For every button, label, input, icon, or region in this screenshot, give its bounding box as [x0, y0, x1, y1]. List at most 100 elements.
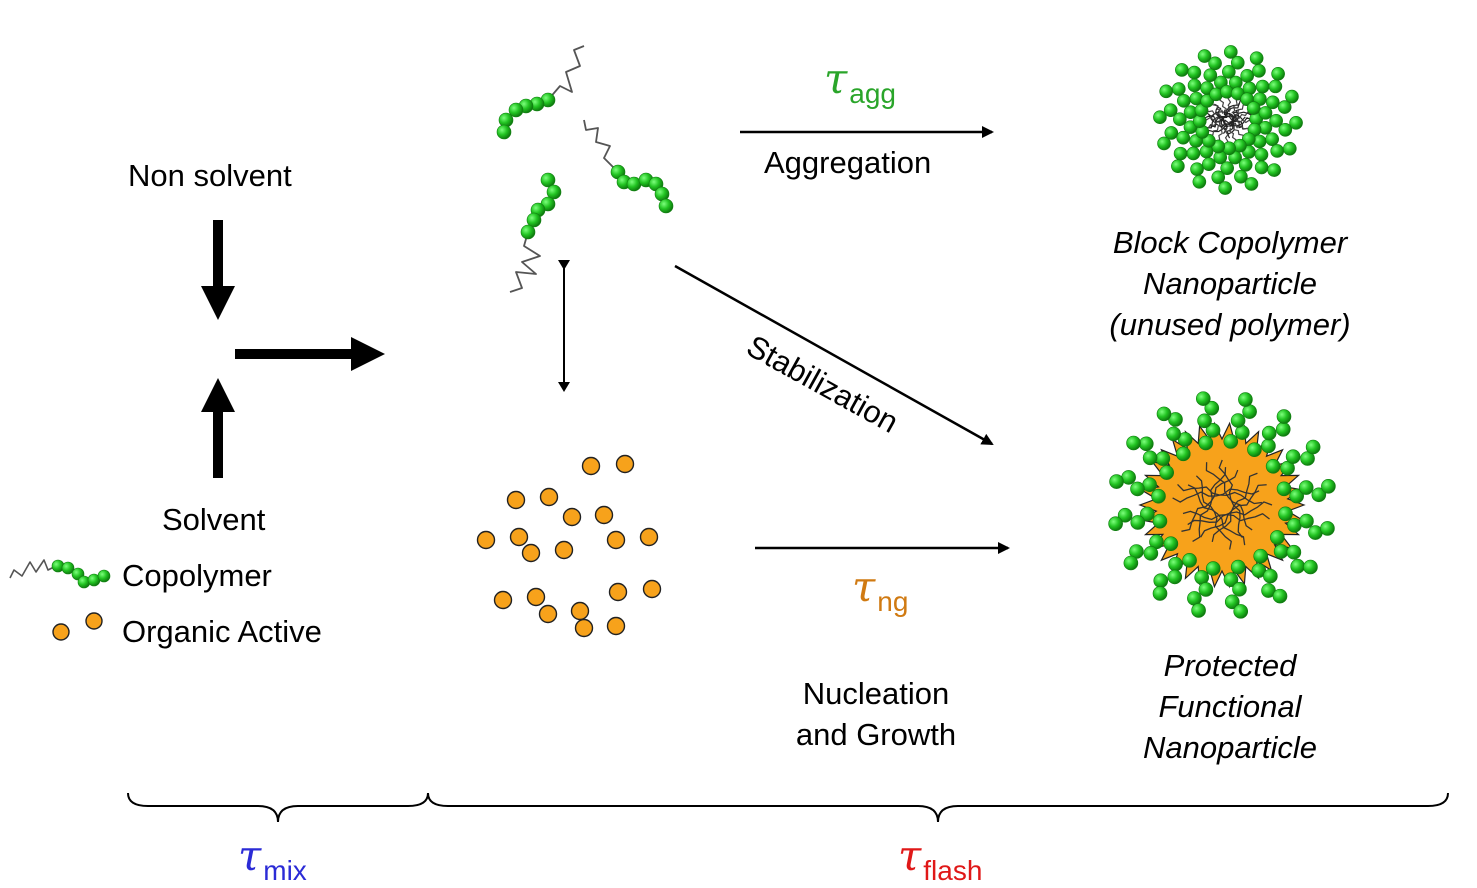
copolymer-bead: [1255, 79, 1270, 94]
free-copolymer-chains: [496, 45, 674, 293]
tau-agg-label: τagg: [824, 58, 896, 108]
block-copolymer-nanoparticle: [1153, 45, 1303, 195]
copolymer-bead: [1224, 594, 1240, 610]
copolymer-bead: [1163, 536, 1179, 551]
copolymer-bead: [1153, 110, 1167, 124]
nucleation-label-line1: Nucleation: [802, 676, 950, 711]
solvent-arrow: [201, 378, 235, 478]
copolymer-bead: [1109, 474, 1124, 489]
organic-active-particle: [521, 543, 541, 563]
copolymer-bead: [1197, 49, 1212, 63]
copolymer-bead: [1142, 450, 1158, 466]
copolymer-bead: [61, 561, 75, 575]
copolymer-bead: [1234, 169, 1248, 184]
organic-active-particle: [606, 530, 626, 550]
copolymer-bead: [1224, 45, 1238, 59]
organic-active-particle: [570, 601, 590, 621]
block-copolymer-np-label: Block Copolymer Nanoparticle (unused pol…: [1080, 222, 1380, 345]
copolymer-bead: [1311, 487, 1327, 503]
nucleation-growth-label: Nucleation and Growth: [776, 673, 976, 755]
copolymer-bead: [1249, 51, 1264, 65]
copolymer-bead: [498, 112, 514, 128]
copolymer-bead: [1268, 79, 1283, 94]
copolymer-bead: [1155, 451, 1171, 466]
copolymer-bead: [1171, 82, 1186, 96]
organic-active-particle: [562, 507, 582, 527]
tau-flash-subscript: flash: [923, 855, 983, 886]
organic-active-core: [1138, 421, 1306, 589]
copolymer-bead: [1271, 67, 1285, 81]
copolymer-bead: [1168, 556, 1183, 572]
copolymer-bead: [1289, 488, 1304, 504]
tau-flash-symbol: τ: [898, 831, 922, 880]
copolymer-bead: [1123, 555, 1139, 571]
copolymer-bead: [1222, 65, 1236, 79]
copolymer-bead: [1108, 516, 1123, 532]
protected-functional-nanoparticle: [1108, 391, 1336, 619]
copolymer-bead: [1195, 391, 1211, 406]
copolymer-bead: [1278, 506, 1293, 522]
tau-ng-subscript: ng: [877, 586, 909, 617]
copolymer-bead: [1153, 573, 1169, 589]
organic-active-particle: [639, 527, 659, 547]
copolymer-bead: [1253, 548, 1268, 564]
block-np-line1: Block Copolymer: [1112, 225, 1348, 260]
copolymer-bead: [1320, 521, 1335, 536]
copolymer-bead: [1176, 446, 1191, 462]
copolymer-bead: [1205, 423, 1221, 438]
copolymer-bead: [1126, 435, 1141, 451]
copolymer-bead: [546, 184, 562, 200]
copolymer-bead: [1202, 157, 1216, 171]
protected-np-label: Protected Functional Nanoparticle: [1080, 645, 1380, 768]
copolymer-bead: [1176, 130, 1190, 145]
copolymer-bead: [1289, 116, 1303, 130]
organic-active-particle: [606, 616, 626, 636]
tau-ng-label: τng: [852, 566, 908, 616]
copolymer-bead: [1276, 481, 1292, 497]
copolymer-bead: [1190, 162, 1204, 177]
tau-ng-symbol: τ: [852, 562, 876, 611]
stabilization-arrow: [674, 264, 994, 446]
tau-agg-symbol: τ: [824, 54, 848, 103]
copolymer-legend-icon: [9, 559, 111, 589]
nucleation-label-line2: and Growth: [795, 717, 957, 752]
tau-mix-symbol: τ: [238, 831, 262, 880]
copolymer-bead: [97, 569, 111, 583]
copolymer-bead: [1244, 177, 1259, 191]
organic-active-particle: [526, 587, 546, 607]
copolymer-bead: [1267, 163, 1281, 177]
organic-active-particle: [642, 579, 662, 599]
copolymer-bead: [1198, 435, 1214, 451]
copolymer-bead: [1299, 513, 1314, 529]
polymer-tail: [583, 119, 615, 169]
copolymer-bead: [1187, 78, 1202, 93]
copolymer-bead: [496, 124, 512, 140]
copolymer-bead: [1273, 544, 1289, 559]
copolymer-bead: [1223, 434, 1239, 449]
dispersed-organic-active: [476, 454, 662, 638]
organic-active-particle: [493, 590, 513, 610]
non-solvent-label: Non solvent: [128, 158, 292, 193]
mix-brace: [127, 792, 429, 823]
organic-active-particle: [554, 540, 574, 560]
copolymer-bead: [1240, 69, 1254, 83]
copolymer-bead: [1130, 481, 1145, 497]
copolymer-bead: [1152, 513, 1168, 529]
polymer-tail: [547, 45, 585, 101]
organic-active-particle: [476, 530, 496, 550]
copolymer-bead: [1303, 559, 1318, 575]
copolymer-bead: [1246, 101, 1261, 115]
copolymer-bead: [1265, 132, 1279, 146]
copolymer-bead: [1285, 89, 1299, 104]
copolymer-bead: [1187, 65, 1202, 80]
organic-active-particle: [509, 527, 529, 547]
copolymer-bead: [1138, 436, 1154, 452]
solvent-label: Solvent: [162, 502, 266, 537]
copolymer-bead: [1163, 103, 1178, 118]
copolymer-bead: [508, 102, 524, 118]
polymer-tail: [1218, 459, 1243, 539]
organic-active-particle: [615, 454, 635, 474]
copolymer-bead: [1171, 159, 1185, 173]
copolymer-bead: [1152, 586, 1168, 601]
copolymer-bead: [1270, 144, 1285, 158]
